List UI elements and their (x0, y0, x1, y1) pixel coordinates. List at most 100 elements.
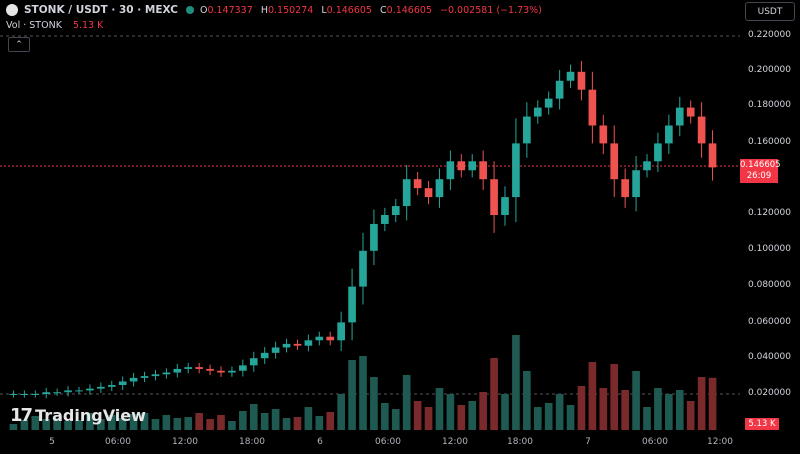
volume-bar (359, 356, 367, 430)
candle-body (588, 89, 597, 126)
candle-body (632, 170, 640, 198)
volume-bar (31, 416, 40, 430)
tradingview-logo-icon: 17 (10, 405, 33, 426)
tradingview-logo-text: TradingView (35, 406, 146, 425)
last-price-value: 0.146605 (740, 160, 781, 170)
ohlc-values: O0.147337 H0.150274 L0.146605 C0.146605 … (199, 4, 542, 16)
change-value: −0.002581 (−1.73%) (440, 4, 542, 16)
candle-body (381, 215, 389, 224)
volume-bar (271, 409, 280, 430)
candle-body (610, 143, 619, 180)
candle-body (457, 161, 466, 171)
volume-bar (577, 386, 586, 430)
candle-body (348, 286, 356, 323)
time-tick-label: 06:00 (642, 437, 668, 447)
price-tick-label: 0.100000 (748, 244, 791, 254)
price-tick-label: 0.160000 (748, 137, 791, 147)
volume-bar (402, 375, 411, 430)
volume-bar (512, 335, 520, 430)
volume-bar (173, 418, 182, 430)
time-tick-label: 18:00 (239, 437, 265, 447)
candle-body (9, 394, 18, 395)
volume-bar (479, 392, 487, 430)
volume-bar (490, 358, 498, 430)
volume-value: 5.13 K (72, 20, 104, 31)
volume-bar (643, 407, 651, 430)
volume-bar (599, 388, 608, 430)
price-tick-label: 0.080000 (748, 280, 791, 290)
volume-bar (654, 388, 662, 430)
candle-body (173, 368, 182, 373)
candle-body (249, 358, 258, 366)
volume-bar (610, 364, 619, 430)
candle-body (293, 343, 302, 346)
volume-bar (533, 407, 542, 430)
candle-body (435, 179, 444, 198)
last-price-tag: 0.146605 26:09 (740, 159, 781, 183)
volume-bar (381, 403, 389, 430)
currency-button[interactable]: USDT (745, 2, 795, 21)
volume-bar (326, 412, 335, 430)
volume-bar (588, 362, 597, 430)
candle-body (468, 161, 477, 171)
volume-bar (129, 414, 138, 430)
price-tick-label: 0.040000 (748, 352, 791, 362)
price-tick-label: 0.060000 (748, 317, 791, 327)
candle-body (31, 394, 40, 395)
volume-bar (501, 394, 509, 430)
candle-body (304, 340, 313, 346)
candle-body (599, 125, 608, 144)
volume-bar (708, 377, 717, 430)
collapse-legend-button[interactable]: ⌃ (8, 37, 30, 52)
candle-body (490, 179, 498, 215)
volume-bar (424, 407, 433, 430)
volume-bar (260, 413, 269, 430)
volume-bar (239, 411, 247, 430)
candle-body (402, 179, 411, 207)
chevron-up-icon: ⌃ (15, 39, 23, 50)
volume-bar (293, 417, 302, 430)
volume-bar (206, 419, 214, 430)
candle-body (675, 107, 684, 126)
candle-body (118, 381, 127, 386)
volume-bar (107, 415, 116, 430)
time-tick-label: 7 (585, 437, 591, 447)
symbol-logo-icon (6, 4, 18, 16)
candle-body (413, 179, 422, 189)
volume-axis-tag: 5.13 K (745, 418, 779, 430)
bar-countdown: 26:09 (746, 171, 772, 181)
candle-body (271, 347, 280, 353)
candle-body (512, 143, 520, 198)
open-value: 0.147337 (207, 4, 253, 16)
volume-bar (435, 388, 444, 430)
tradingview-logo[interactable]: 17 TradingView (10, 405, 146, 426)
time-tick-label: 06:00 (375, 437, 401, 447)
volume-bar (53, 418, 61, 430)
candle-body (391, 206, 400, 215)
candle-body (53, 392, 61, 394)
volume-bar (9, 424, 18, 430)
candle-body (184, 367, 193, 369)
volume-bar (468, 401, 477, 430)
volume-bar (151, 419, 160, 430)
volume-bar (348, 360, 356, 430)
symbol-title[interactable]: STONK / USDT · 30 · MEXC (24, 4, 178, 16)
candle-body (326, 336, 335, 341)
candle-body (315, 336, 324, 341)
volume-bar (97, 419, 105, 430)
candle-body (151, 374, 160, 377)
volume-bar (217, 415, 225, 430)
price-tick-label: 0.120000 (748, 208, 791, 218)
price-tick-label: 0.020000 (748, 388, 791, 398)
candle-body (282, 343, 291, 348)
candle-body (129, 377, 138, 382)
time-tick-label: 06:00 (105, 437, 131, 447)
volume-legend: Vol · STONK 5.13 K (6, 20, 103, 31)
candle-body (577, 71, 586, 90)
candle-body (501, 197, 509, 215)
volume-bar (315, 416, 324, 430)
candle-body (107, 385, 116, 387)
volume-bar (413, 401, 422, 430)
